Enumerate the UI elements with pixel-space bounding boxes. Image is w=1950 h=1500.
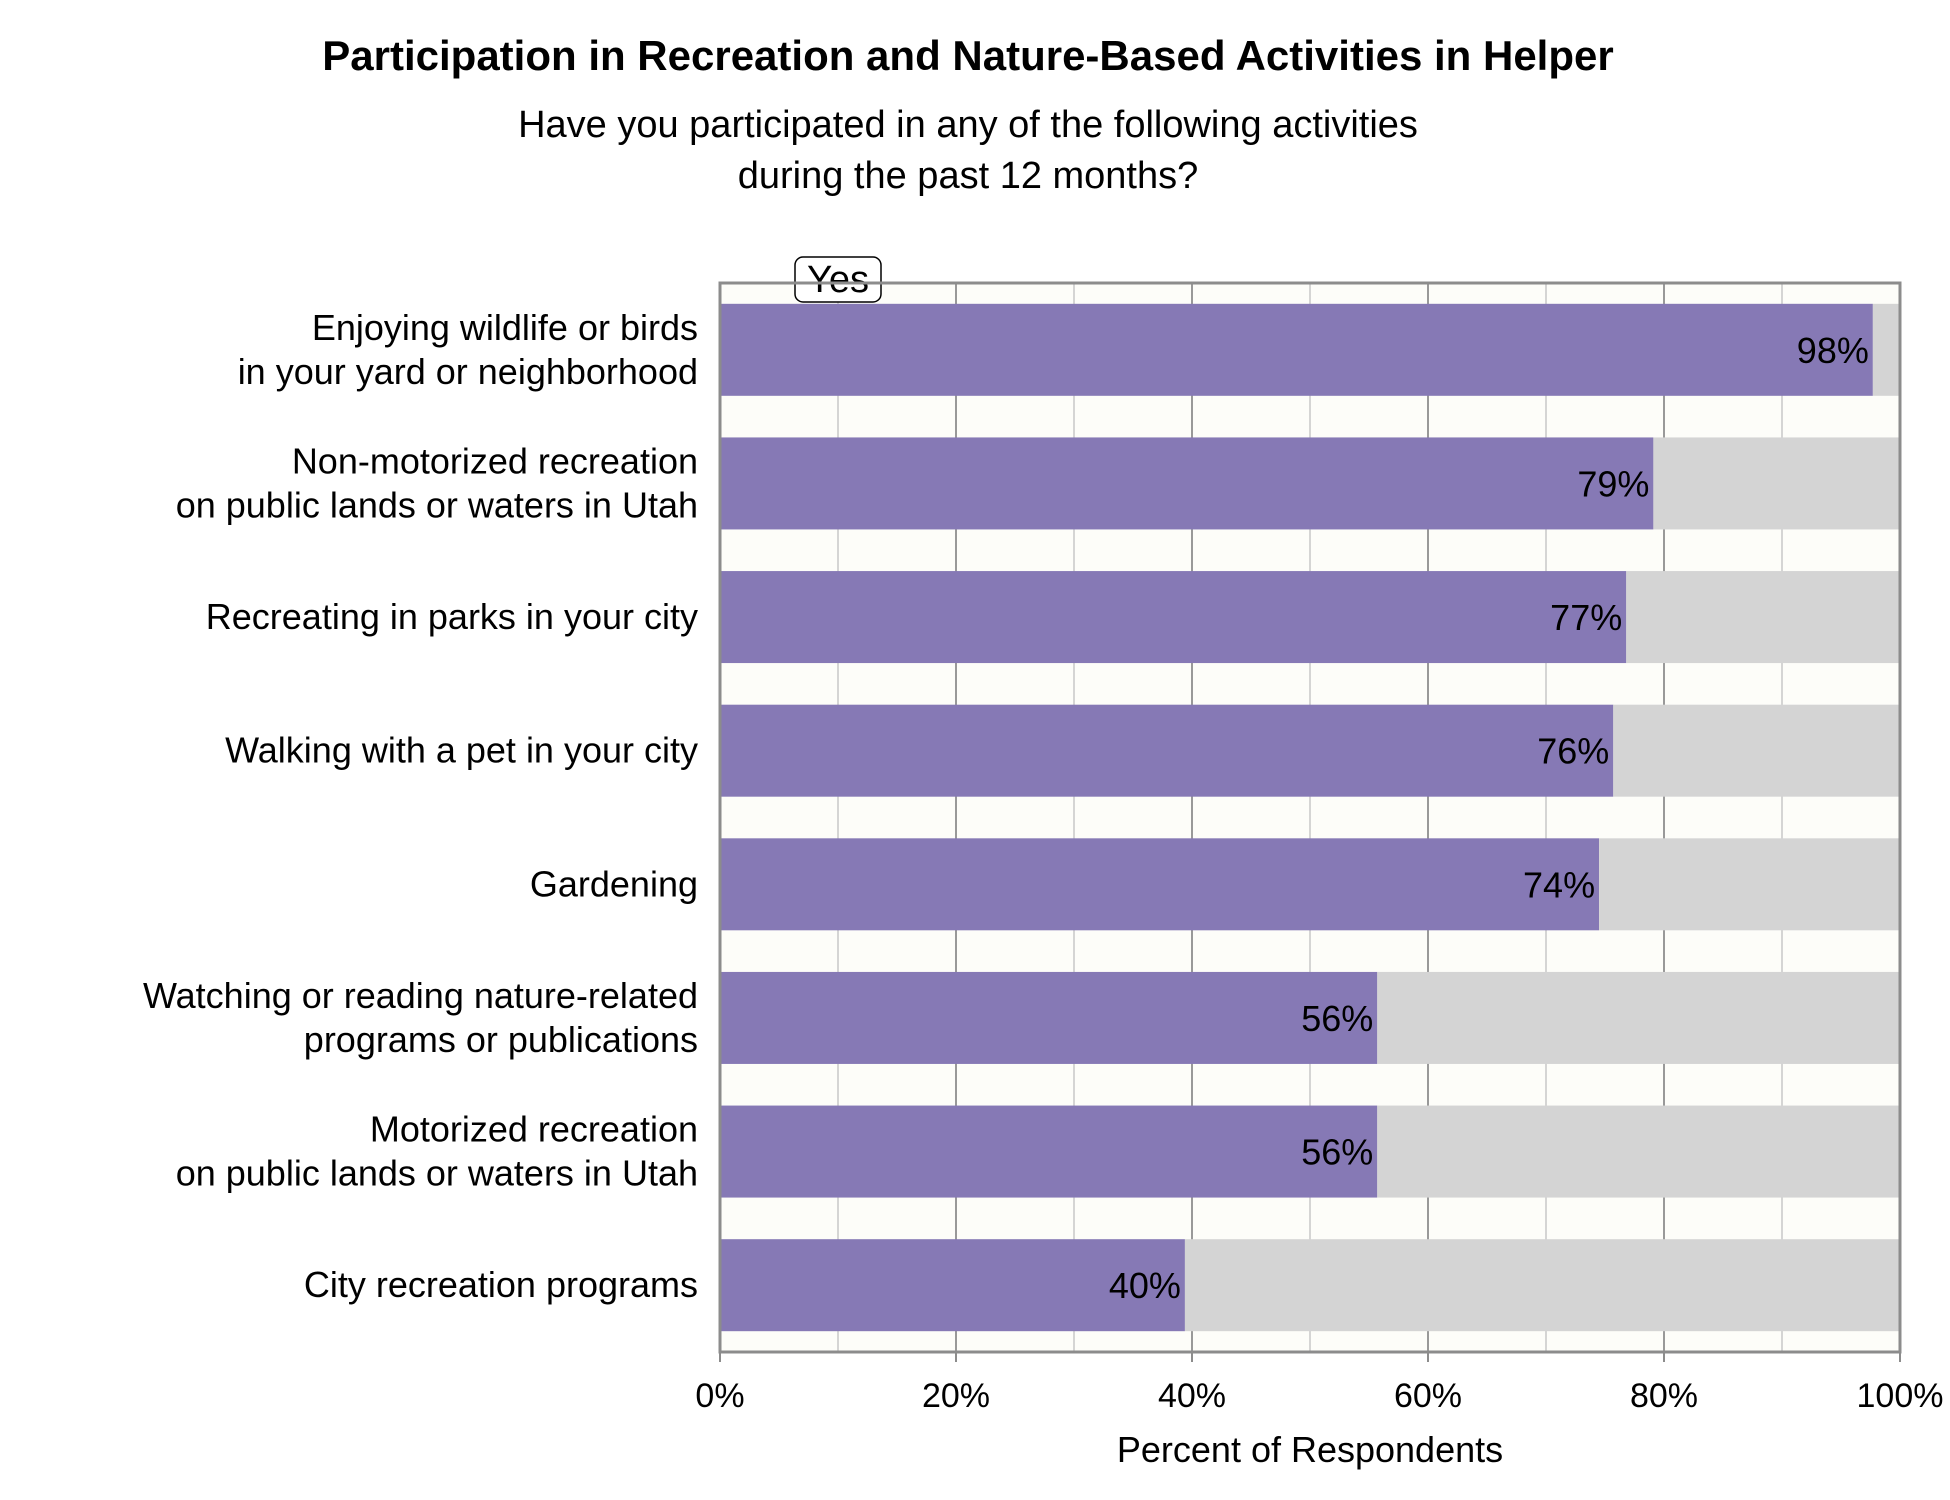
x-tick-label: 0%: [695, 1377, 744, 1415]
category-label: Watching or reading nature-related: [143, 975, 698, 1016]
category-label: Motorized recreation: [370, 1109, 698, 1150]
x-axis-ticks: 0% 20% 40% 60% 80% 100%: [695, 1352, 1943, 1415]
bar-yes: [720, 838, 1600, 931]
bar-remainder: [1872, 303, 1900, 396]
bar-remainder: [1653, 437, 1900, 530]
bar-remainder: [1377, 1105, 1900, 1198]
chart-title: Participation in Recreation and Nature-B…: [322, 32, 1613, 79]
bar-yes: [720, 704, 1614, 797]
data-label: 98%: [1797, 330, 1869, 371]
bar-remainder: [1613, 704, 1900, 797]
bar-remainder: [1377, 971, 1900, 1064]
category-label: Gardening: [530, 863, 698, 904]
bars: 98% 79% 77% 76% 74% 56% 56% 40%: [720, 303, 1900, 1332]
category-label: on public lands or waters in Utah: [176, 484, 698, 525]
category-label: Enjoying wildlife or birds: [312, 307, 698, 348]
category-label: in your yard or neighborhood: [238, 351, 698, 392]
bar-remainder: [1599, 838, 1900, 931]
bar-yes: [720, 1239, 1185, 1332]
x-axis-title: Percent of Respondents: [1117, 1429, 1503, 1470]
legend: Yes: [794, 256, 882, 303]
category-label: Walking with a pet in your city: [225, 730, 698, 771]
plot-frame: [718, 281, 1902, 1354]
category-label: programs or publications: [304, 1019, 698, 1060]
bar-yes: [720, 1105, 1378, 1198]
category-label: on public lands or waters in Utah: [176, 1153, 698, 1194]
chart-subtitle-line-2: during the past 12 months?: [738, 155, 1199, 197]
category-label: Non-motorized recreation: [292, 440, 698, 481]
bar-yes: [720, 303, 1873, 396]
bar-yes: [720, 437, 1654, 530]
bar-remainder: [1626, 571, 1900, 664]
chart-subtitle-line-1: Have you participated in any of the foll…: [518, 104, 1418, 146]
x-tick-label: 60%: [1394, 1377, 1462, 1415]
data-label: 56%: [1301, 1132, 1373, 1173]
legend-box: [794, 256, 882, 303]
x-tick-label: 20%: [922, 1377, 990, 1415]
data-label: 40%: [1109, 1265, 1181, 1306]
data-label: 79%: [1577, 463, 1649, 504]
x-tick-label: 40%: [1158, 1377, 1226, 1415]
x-tick-label: 80%: [1630, 1377, 1698, 1415]
category-label: Recreating in parks in your city: [206, 596, 698, 637]
category-label: City recreation programs: [304, 1264, 698, 1305]
bar-remainder: [1184, 1239, 1900, 1332]
bar-yes: [720, 571, 1627, 664]
data-label: 56%: [1301, 998, 1373, 1039]
legend-label-yes: Yes: [807, 259, 869, 301]
data-label: 74%: [1523, 864, 1595, 905]
data-label: 77%: [1550, 597, 1622, 638]
data-label: 76%: [1537, 731, 1609, 772]
bar-yes: [720, 971, 1378, 1064]
x-tick-label: 100%: [1857, 1377, 1944, 1415]
